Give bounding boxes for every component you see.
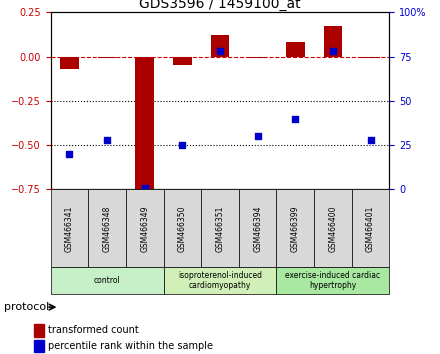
Bar <box>136 57 154 195</box>
FancyBboxPatch shape <box>51 267 164 294</box>
Text: GSM466399: GSM466399 <box>291 205 300 252</box>
FancyBboxPatch shape <box>314 189 352 267</box>
Point <box>367 137 374 143</box>
FancyBboxPatch shape <box>276 189 314 267</box>
FancyBboxPatch shape <box>276 267 389 294</box>
FancyBboxPatch shape <box>352 189 389 267</box>
Bar <box>34 324 44 337</box>
Text: isoproterenol-induced
cardiomyopathy: isoproterenol-induced cardiomyopathy <box>178 271 262 290</box>
Bar <box>323 25 342 57</box>
Text: GSM466349: GSM466349 <box>140 205 149 252</box>
FancyBboxPatch shape <box>88 189 126 267</box>
Bar <box>248 57 267 58</box>
Text: GSM466351: GSM466351 <box>216 205 224 252</box>
Bar <box>286 41 305 57</box>
Text: GSM466350: GSM466350 <box>178 205 187 252</box>
Text: GSM466341: GSM466341 <box>65 205 74 252</box>
Point <box>103 137 110 143</box>
Text: exercise-induced cardiac
hypertrophy: exercise-induced cardiac hypertrophy <box>286 271 381 290</box>
FancyBboxPatch shape <box>201 189 239 267</box>
FancyBboxPatch shape <box>239 189 276 267</box>
Point <box>330 48 337 54</box>
FancyBboxPatch shape <box>164 189 201 267</box>
Point <box>292 116 299 121</box>
Bar <box>211 35 229 57</box>
Title: GDS3596 / 1459100_at: GDS3596 / 1459100_at <box>139 0 301 11</box>
Bar <box>98 57 117 58</box>
Bar <box>60 57 79 69</box>
Text: GSM466394: GSM466394 <box>253 205 262 252</box>
Bar <box>34 339 44 352</box>
Text: transformed count: transformed count <box>48 325 139 335</box>
Text: GSM466401: GSM466401 <box>366 205 375 252</box>
Text: GSM466348: GSM466348 <box>103 205 112 252</box>
FancyBboxPatch shape <box>126 189 164 267</box>
Point <box>66 151 73 157</box>
Point <box>254 133 261 139</box>
Point <box>216 48 224 54</box>
Text: GSM466400: GSM466400 <box>328 205 337 252</box>
Text: control: control <box>94 276 121 285</box>
Bar <box>173 57 192 65</box>
Text: protocol: protocol <box>4 302 50 312</box>
FancyBboxPatch shape <box>164 267 276 294</box>
Text: percentile rank within the sample: percentile rank within the sample <box>48 341 213 350</box>
Point <box>179 142 186 148</box>
Point <box>141 185 148 190</box>
FancyBboxPatch shape <box>51 189 88 267</box>
